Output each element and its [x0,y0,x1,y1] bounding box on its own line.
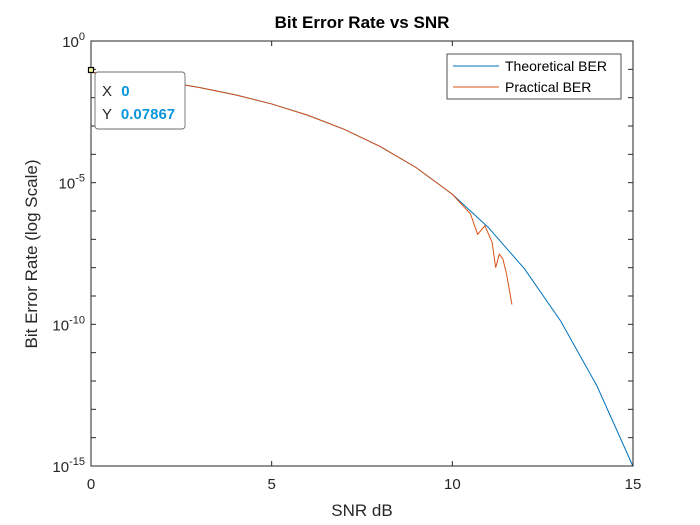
legend-label-theoretical: Theoretical BER [505,58,607,74]
data-tip-y: Y 0.07867 [102,106,175,123]
y-tick-label: 10-10 [52,314,85,334]
chart-title: Bit Error Rate vs SNR [275,13,450,32]
x-tick-label: 10 [444,476,461,493]
data-tip[interactable]: X 0 Y 0.07867 [87,66,186,130]
series-line-practical[interactable] [90,71,513,305]
axes-box [90,40,634,467]
x-tick-label: 0 [87,476,95,493]
x-tick-label: 15 [625,476,642,493]
data-tip-marker[interactable] [87,66,95,74]
x-axis-label: SNR dB [331,501,392,520]
x-tick-label: 5 [267,476,275,493]
x-axis: 0 5 10 15 [87,41,642,493]
legend[interactable]: Theoretical BER Practical BER [446,53,622,100]
legend-box [446,53,622,100]
data-tip-box [94,71,186,130]
y-axis: 100 10-5 10-10 10-15 [52,31,633,476]
data-tip-y-label: Y [102,106,112,123]
data-tip-x-label: X [102,83,112,100]
y-axis-label: Bit Error Rate (log Scale) [22,160,41,349]
data-tip-y-value: 0.07867 [121,106,175,123]
y-tick-label: 10-5 [59,173,85,193]
data-tip-x-value: 0 [121,83,129,100]
legend-label-practical: Practical BER [505,79,591,95]
y-tick-label: 100 [62,31,85,51]
data-tip-x: X 0 [102,83,130,100]
y-tick-label: 10-15 [52,456,85,476]
